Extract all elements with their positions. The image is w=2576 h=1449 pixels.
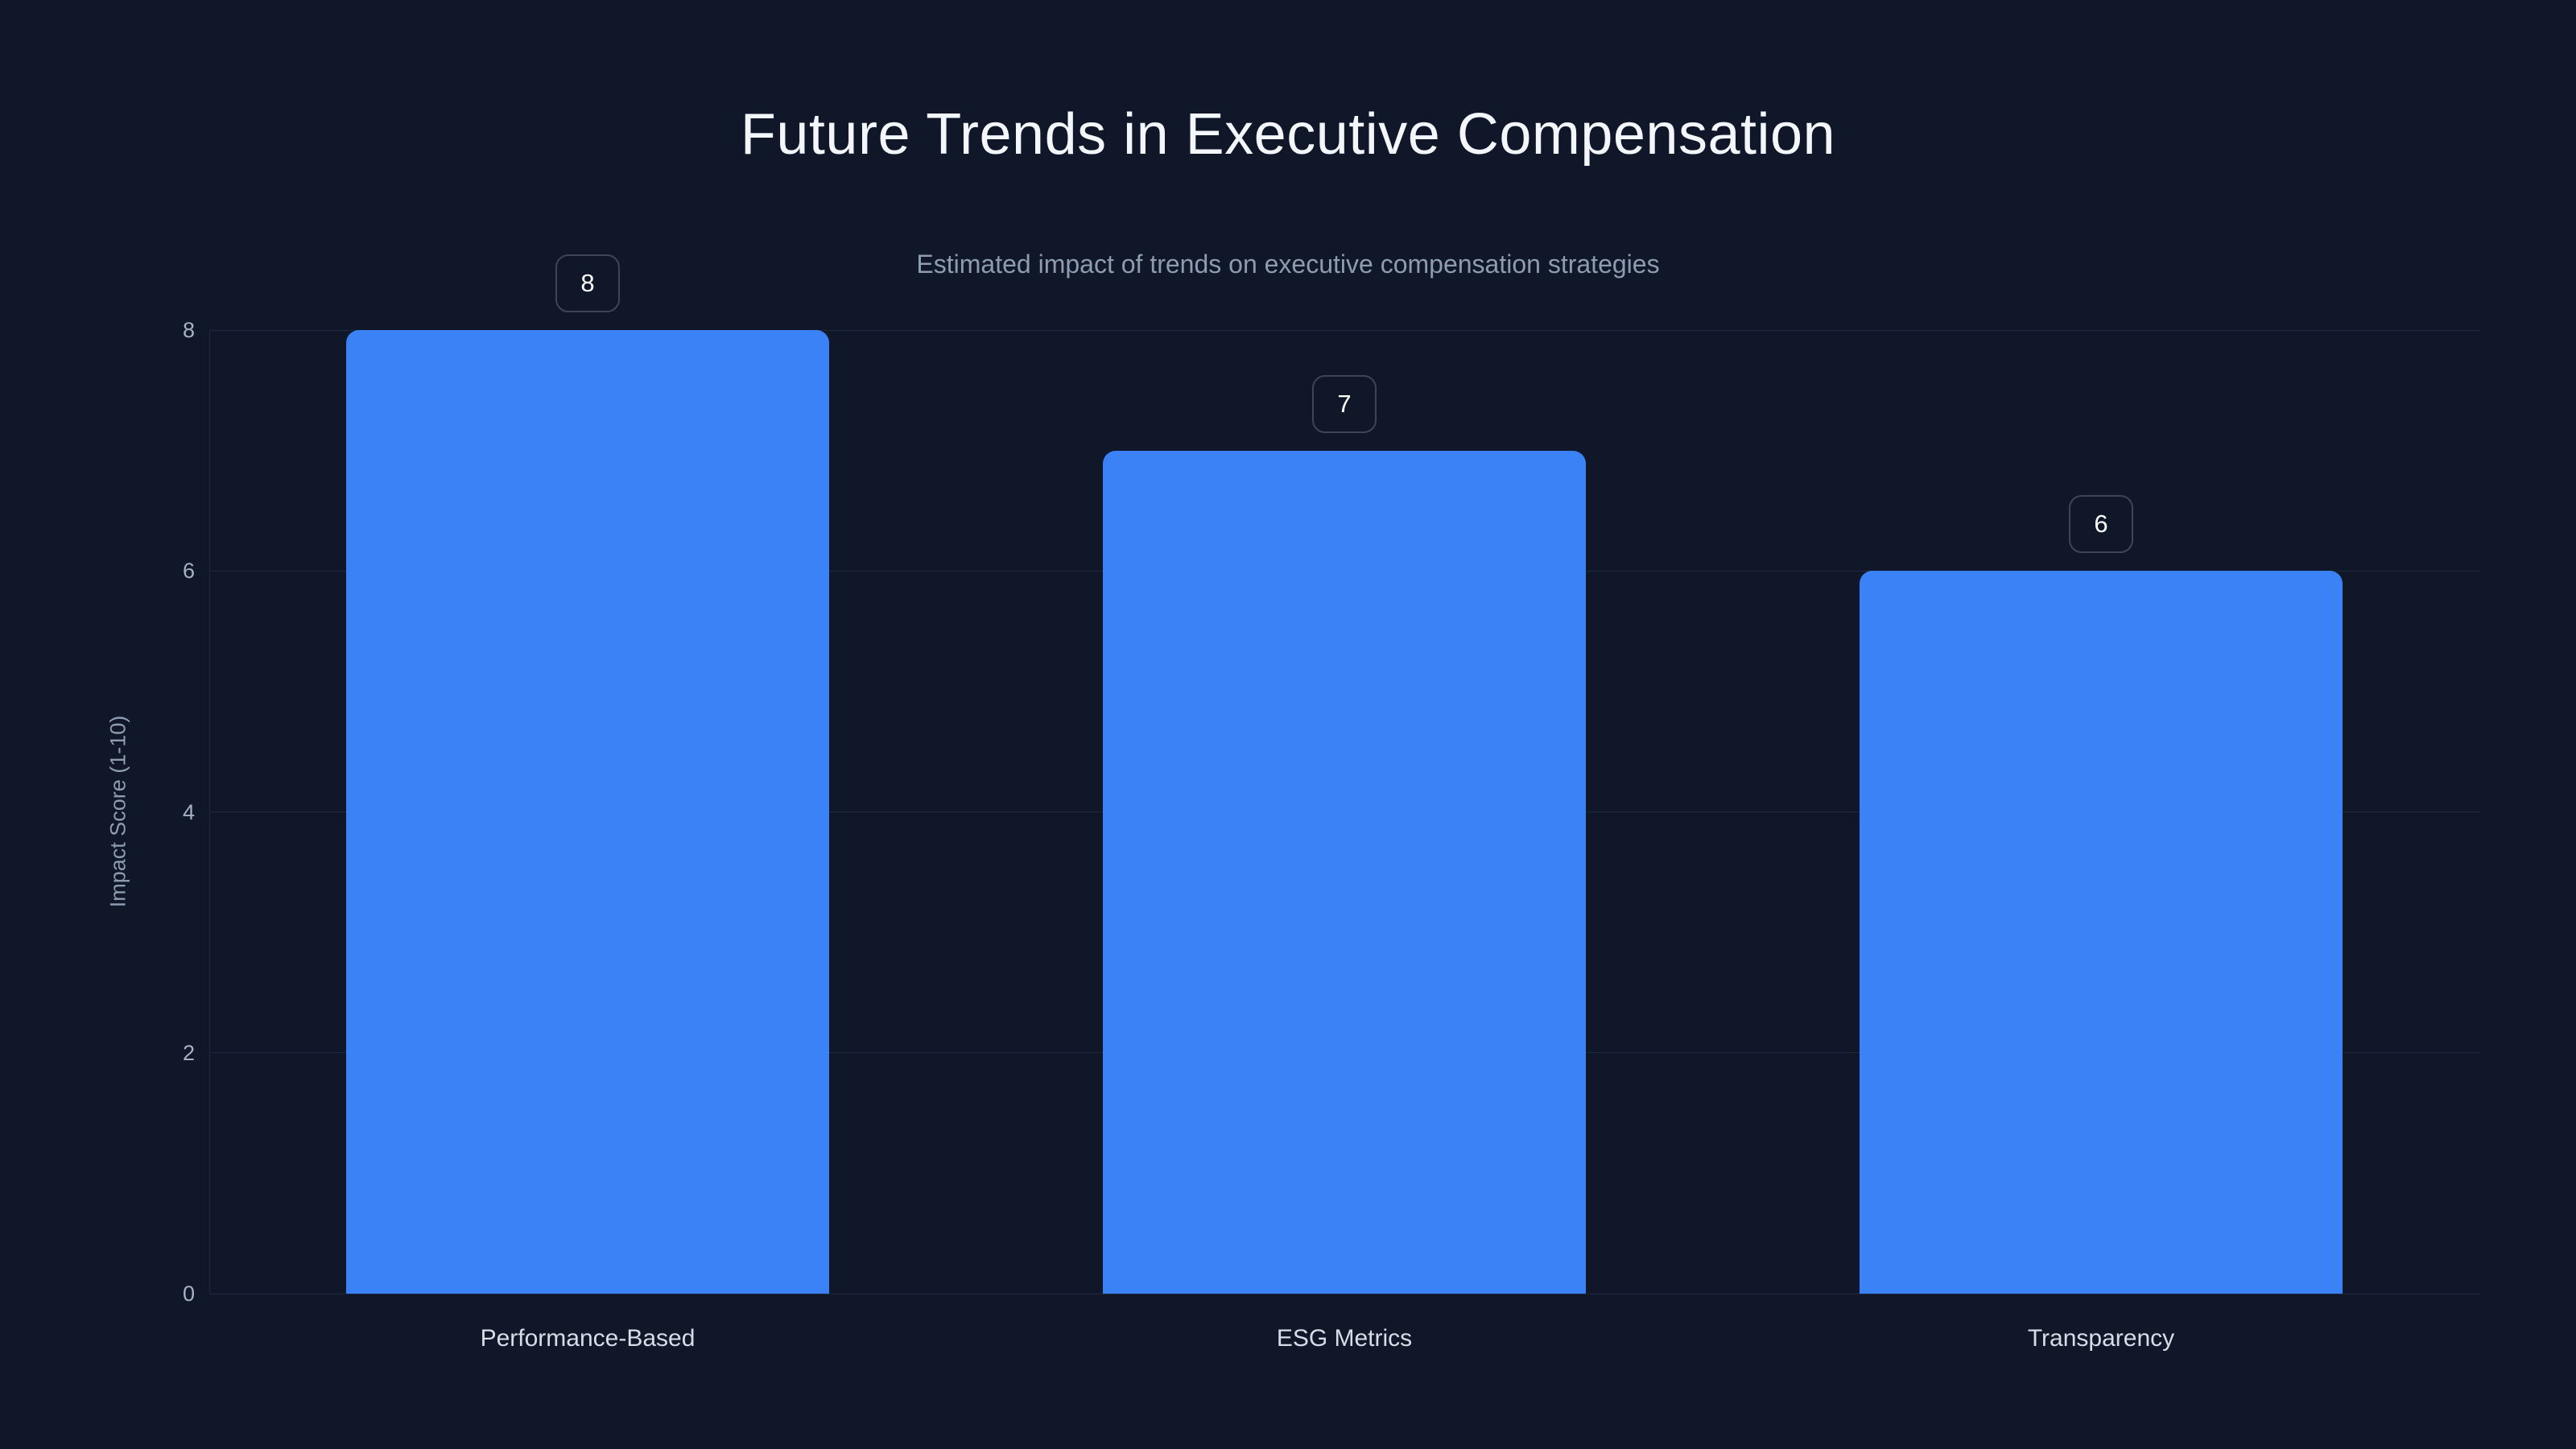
y-tick-label-8: 8 <box>182 318 195 342</box>
gridline-y-8 <box>209 329 2479 331</box>
y-tick-label-2: 2 <box>182 1040 195 1065</box>
y-axis-line <box>209 330 210 1294</box>
y-tick-label-0: 0 <box>182 1282 195 1306</box>
bar-performance-based <box>346 330 829 1294</box>
chart-subtitle: Estimated impact of trends on executive … <box>916 250 1660 279</box>
plot-area: 8 Performance-Based 7 ESG Metrics 6 Transpare… <box>209 254 2479 1352</box>
bar-value-badge-8: 8 <box>555 254 620 312</box>
bar-value-badge-6: 6 <box>2069 495 2133 554</box>
y-tick-label-6: 6 <box>182 559 195 584</box>
x-tick-label-performance-based: Performance-Based <box>480 1325 696 1352</box>
bar-esg-metrics <box>1103 450 1586 1294</box>
x-tick-label-esg-metrics: ESG Metrics <box>1276 1325 1413 1352</box>
bar-value-badge-7: 7 <box>1312 374 1377 433</box>
x-tick-label-transparency: Transparency <box>2027 1325 2175 1352</box>
y-tick-label-4: 4 <box>182 799 195 824</box>
chart-title: Future Trends in Executive Compensation <box>740 102 1836 167</box>
bar-transparency <box>1860 571 2343 1294</box>
